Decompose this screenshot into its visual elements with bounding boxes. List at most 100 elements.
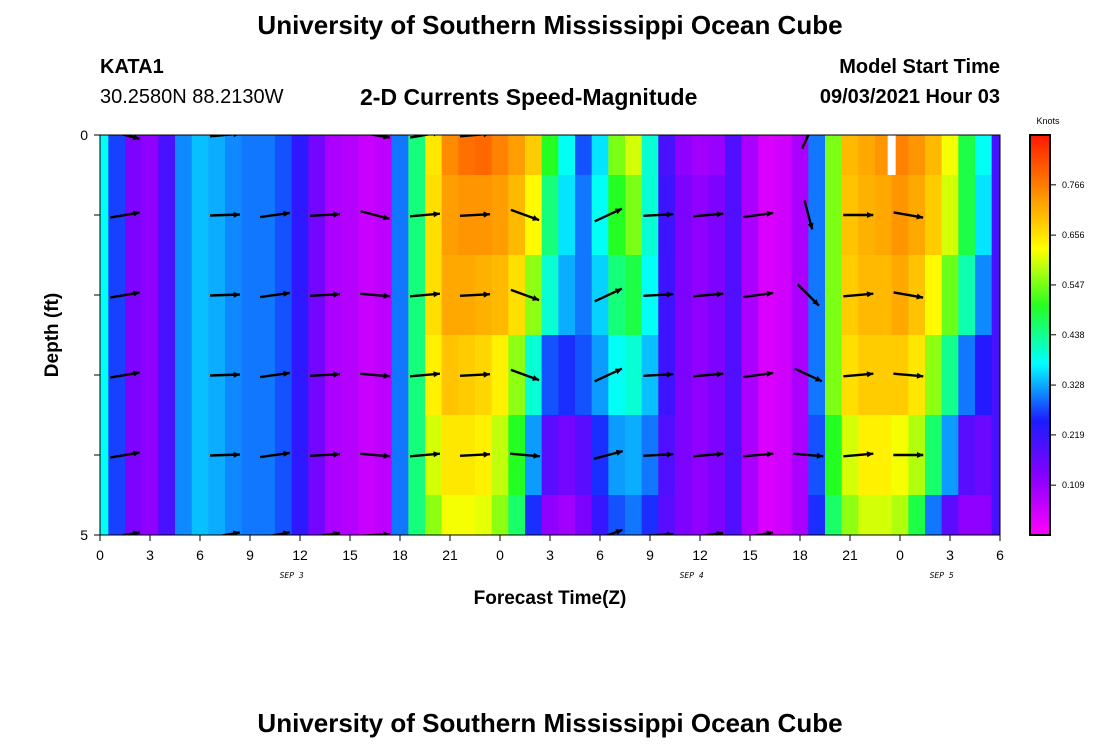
heatmap-cell [891, 135, 909, 176]
heatmap-cell [308, 495, 326, 535]
heatmap-cell [575, 415, 593, 496]
heatmap-cell [425, 135, 443, 176]
x-tick-label: 0 [96, 547, 104, 563]
heatmap-cell [808, 495, 826, 535]
current-vector [409, 451, 441, 458]
heatmap-cell [541, 415, 559, 496]
x-tick-label: 12 [292, 547, 308, 563]
heatmap-cell [341, 135, 359, 176]
current-vector [594, 207, 623, 223]
heatmap-cell [625, 255, 643, 336]
heatmap-cell [375, 135, 393, 176]
current-vector [109, 290, 141, 299]
heatmap-cell [625, 335, 643, 416]
heatmap-cell [925, 255, 943, 336]
x-tick-label: 3 [146, 547, 154, 563]
heatmap-cell [675, 135, 693, 176]
current-vector [316, 530, 341, 535]
heatmap-cell [508, 175, 526, 256]
heatmap-cell [608, 335, 626, 416]
current-vector [459, 451, 491, 458]
heatmap-cell [875, 335, 893, 416]
heatmap-cell [391, 255, 409, 336]
heatmap-cell [341, 335, 359, 416]
current-vector [893, 452, 924, 458]
heatmap-cell [541, 135, 559, 176]
heatmap-cell [325, 495, 343, 535]
heatmap-cell [591, 335, 609, 416]
current-vector [693, 211, 724, 218]
heatmap-cell [908, 135, 926, 176]
footer-title: University of Southern Mississippi Ocean… [257, 708, 843, 738]
heatmap-cell [308, 135, 326, 176]
colorbar-tick-label: 0.656 [1062, 230, 1085, 240]
heatmap-cell [858, 495, 876, 535]
current-vector [368, 135, 391, 140]
x-tick-label: 0 [896, 547, 904, 563]
x-tick-label: 15 [342, 547, 358, 563]
colorbar-tick-label: 0.547 [1062, 280, 1085, 290]
heatmap-cell [675, 415, 693, 496]
heatmap-cell [100, 175, 109, 256]
colorbar-units: Knots [1036, 116, 1060, 126]
model-start-label: Model Start Time [839, 56, 1000, 78]
heatmap-cell [275, 335, 293, 416]
y-tick-label: 0 [80, 127, 88, 143]
heatmap-cell [875, 175, 893, 256]
heatmap-cell [491, 495, 509, 535]
heatmap-cell [391, 135, 409, 176]
current-vector [743, 370, 774, 379]
heatmap-cell [791, 495, 809, 535]
heatmap-cell [100, 415, 109, 496]
current-vector [259, 370, 291, 379]
heatmap-cell [275, 255, 293, 336]
heatmap-cell [991, 415, 1000, 496]
x-tick-label: 6 [596, 547, 604, 563]
current-vector [793, 452, 824, 459]
heatmap-cell [825, 335, 843, 416]
heatmap-cell [100, 335, 109, 416]
current-vector [359, 372, 391, 379]
heatmap-cell [341, 415, 359, 496]
current-vector [409, 291, 441, 298]
y-tick-label: 5 [80, 527, 88, 543]
heatmap-cell [341, 255, 359, 336]
heatmap-cell [941, 255, 959, 336]
page-title: University of Southern Mississippi Ocean… [257, 10, 843, 40]
heatmap-cell [558, 175, 576, 256]
heatmap-cell [541, 175, 559, 256]
current-vector [510, 288, 540, 302]
heatmap-cell [975, 495, 993, 535]
heatmap-cell [275, 135, 293, 176]
heatmap-cell [208, 135, 226, 176]
heatmap-cell [558, 495, 576, 535]
heatmap-cell [975, 175, 993, 256]
heatmap-cell [991, 335, 1000, 416]
heatmap-cell [191, 335, 209, 416]
heatmap-cell [775, 255, 793, 336]
heatmap-cell [941, 335, 959, 416]
colorbar-tick-label: 0.109 [1062, 480, 1085, 490]
heatmap-cell [941, 175, 959, 256]
heatmap-cell [691, 135, 709, 176]
heatmap-cell [925, 335, 943, 416]
heatmap-cell [958, 175, 976, 256]
heatmap-cell [625, 175, 643, 256]
heatmap-cell [491, 255, 509, 336]
heatmap-cell [241, 415, 259, 496]
heatmap-cell [191, 415, 209, 496]
heatmap-cell [258, 495, 276, 535]
current-vector [459, 291, 491, 298]
current-vector [803, 200, 814, 230]
current-vector [751, 530, 774, 535]
heatmap-cell [841, 495, 859, 535]
heatmap-cell [175, 255, 193, 336]
heatmap-cell [158, 335, 176, 416]
heatmap-cell [925, 135, 943, 176]
heatmap-cell [725, 415, 743, 496]
heatmap-cell [708, 135, 726, 176]
heatmap-cell [808, 135, 826, 176]
heatmap-cell [558, 415, 576, 496]
heatmap-cell [675, 255, 693, 336]
heatmap-cell [891, 495, 909, 535]
